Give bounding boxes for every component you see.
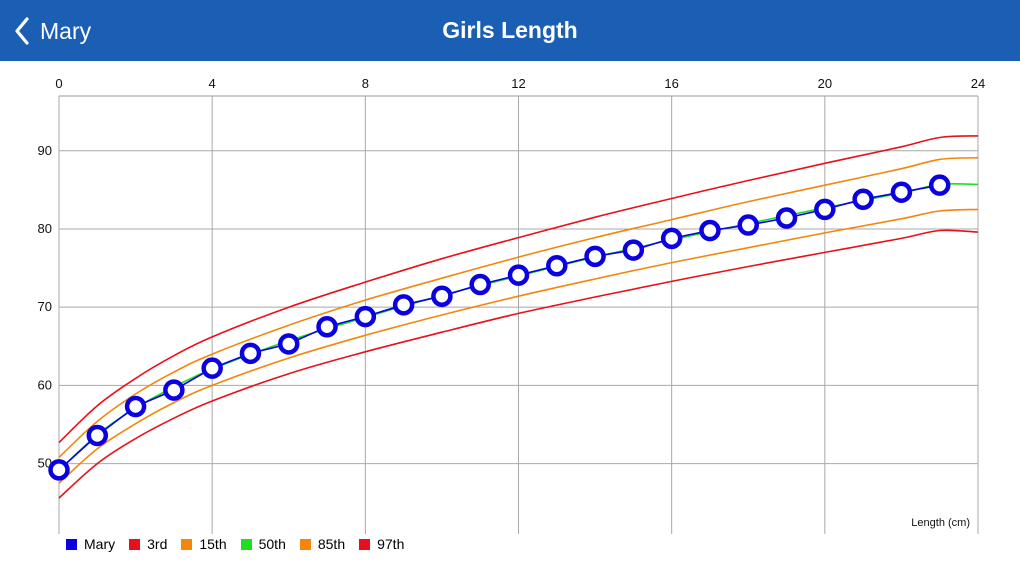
legend-item: 15th — [181, 536, 227, 552]
legend-label: 97th — [377, 536, 405, 552]
legend-item: 97th — [359, 536, 404, 552]
legend-item: 3rd — [129, 536, 167, 552]
data-point — [737, 214, 759, 236]
legend-label: 15th — [199, 536, 227, 552]
data-point — [431, 285, 453, 307]
y-tick-label: 90 — [38, 143, 52, 158]
data-point — [354, 305, 377, 328]
x-tick-label: 4 — [209, 76, 216, 91]
series-line-mary — [58, 184, 940, 471]
legend-swatch — [181, 538, 193, 550]
back-button[interactable]: Mary — [14, 12, 91, 50]
data-point — [278, 333, 300, 355]
data-point — [469, 273, 491, 296]
legend-swatch — [240, 538, 252, 550]
legend-item: Mary — [66, 536, 115, 552]
axis-unit-annotation: Length (cm) — [911, 517, 970, 529]
data-point — [392, 294, 415, 316]
data-point — [775, 207, 798, 229]
legend-item: 85th — [299, 536, 346, 552]
x-tick-label: 16 — [664, 76, 678, 91]
data-point — [622, 239, 645, 261]
x-tick-label: 0 — [55, 76, 62, 91]
y-tick-label: 80 — [38, 221, 52, 236]
x-tick-label: 8 — [362, 76, 369, 91]
y-tick-label: 70 — [38, 299, 52, 314]
y-tick-label: 60 — [38, 377, 52, 392]
data-point — [239, 342, 262, 365]
legend-swatch — [299, 538, 311, 550]
legend-swatch — [129, 538, 141, 550]
x-tick-label: 24 — [971, 76, 985, 91]
data-point — [48, 459, 70, 481]
page-title: Girls Length — [442, 17, 578, 43]
x-tick-label: 20 — [818, 76, 832, 91]
back-button-label: Mary — [40, 17, 92, 44]
percentile-line-85th — [58, 157, 979, 458]
legend-label: 85th — [317, 536, 346, 552]
data-point — [699, 219, 721, 242]
data-point — [814, 198, 836, 221]
data-point — [124, 395, 147, 418]
chart-legend: Mary 3rd 15th 50th 85th 97th — [66, 536, 404, 552]
navigation-bar: Mary Girls Length — [0, 0, 1020, 61]
data-point — [201, 357, 223, 379]
legend-label: Mary — [84, 536, 116, 552]
data-point — [660, 227, 683, 250]
chevron-left-icon — [15, 17, 29, 45]
data-point — [852, 188, 874, 210]
data-point — [507, 264, 530, 286]
data-point — [584, 245, 606, 268]
data-point — [890, 181, 913, 203]
data-point — [316, 315, 338, 338]
legend-label: 3rd — [147, 536, 168, 552]
data-point — [163, 379, 185, 401]
growth-chart: 0 4 8 12 16 20 24 50 60 70 80 90 Length (cm) — [38, 76, 985, 534]
percentile-line-3rd — [58, 229, 979, 499]
x-tick-label: 12 — [511, 76, 525, 91]
data-point — [86, 424, 109, 447]
legend-item: 50th — [240, 536, 286, 552]
data-point — [546, 254, 568, 277]
percentile-line-15th — [58, 208, 979, 484]
percentile-line-97th — [58, 135, 979, 444]
data-point — [928, 174, 951, 196]
legend-swatch — [359, 538, 371, 550]
y-tick-label: 50 — [38, 456, 52, 471]
legend-label: 50th — [258, 536, 286, 552]
legend-swatch — [66, 538, 77, 550]
